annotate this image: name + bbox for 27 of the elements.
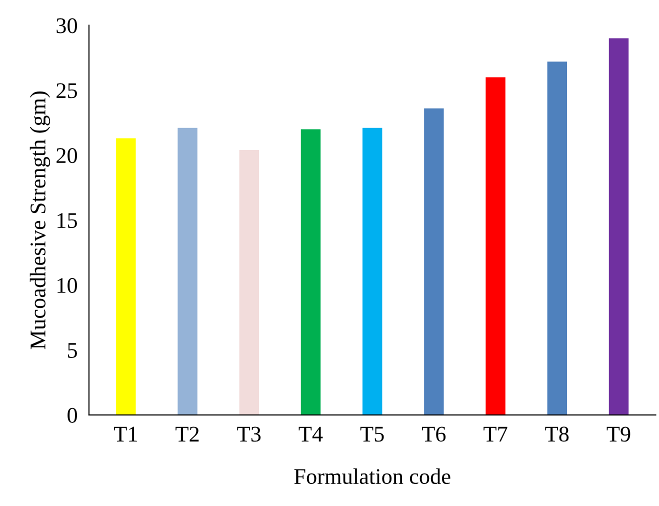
- y-tick-label: 20: [56, 148, 78, 164]
- x-axis-title: Formulation code: [294, 468, 450, 484]
- bar: [178, 128, 198, 415]
- y-tick-label: 30: [56, 18, 78, 34]
- bar: [239, 150, 259, 415]
- x-tick-label: T7: [484, 426, 508, 442]
- y-tick-label: 25: [56, 83, 77, 98]
- y-tick-label: 0: [68, 408, 78, 423]
- y-tick-label: 15: [58, 213, 77, 228]
- x-tick-label: T5: [360, 426, 384, 442]
- x-tick-label: T1: [114, 426, 137, 442]
- bar: [116, 138, 136, 415]
- bar: [547, 62, 567, 415]
- x-tick-label: T2: [176, 426, 199, 442]
- y-tick-label: 5: [68, 343, 77, 358]
- x-tick-label: T9: [606, 426, 630, 442]
- y-tick-label: 10: [58, 278, 78, 293]
- bar: [424, 108, 444, 415]
- x-tick-label: T8: [545, 426, 569, 442]
- bar: [300, 129, 321, 415]
- x-tick-label: T4: [298, 426, 323, 442]
- bar: [362, 128, 382, 415]
- x-tick-label: T3: [237, 426, 261, 442]
- bar: [486, 77, 506, 415]
- y-axis-title: Mucoadhesive Strength (gm): [30, 91, 50, 350]
- x-tick-label: T6: [422, 426, 446, 442]
- bar: [608, 38, 629, 415]
